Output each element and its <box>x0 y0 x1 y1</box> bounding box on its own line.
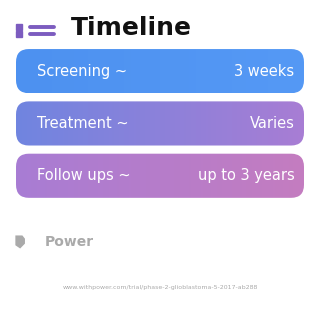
Text: Varies: Varies <box>250 116 294 131</box>
Text: 3 weeks: 3 weeks <box>234 64 294 78</box>
Text: Screening ~: Screening ~ <box>37 64 127 78</box>
Text: Timeline: Timeline <box>70 16 191 40</box>
Text: up to 3 years: up to 3 years <box>198 168 294 183</box>
Text: www.withpower.com/trial/phase-2-glioblastoma-5-2017-ab288: www.withpower.com/trial/phase-2-glioblas… <box>62 285 258 290</box>
Text: Follow ups ~: Follow ups ~ <box>37 168 131 183</box>
Polygon shape <box>15 235 25 249</box>
Text: Power: Power <box>45 235 94 249</box>
Text: Treatment ~: Treatment ~ <box>37 116 128 131</box>
